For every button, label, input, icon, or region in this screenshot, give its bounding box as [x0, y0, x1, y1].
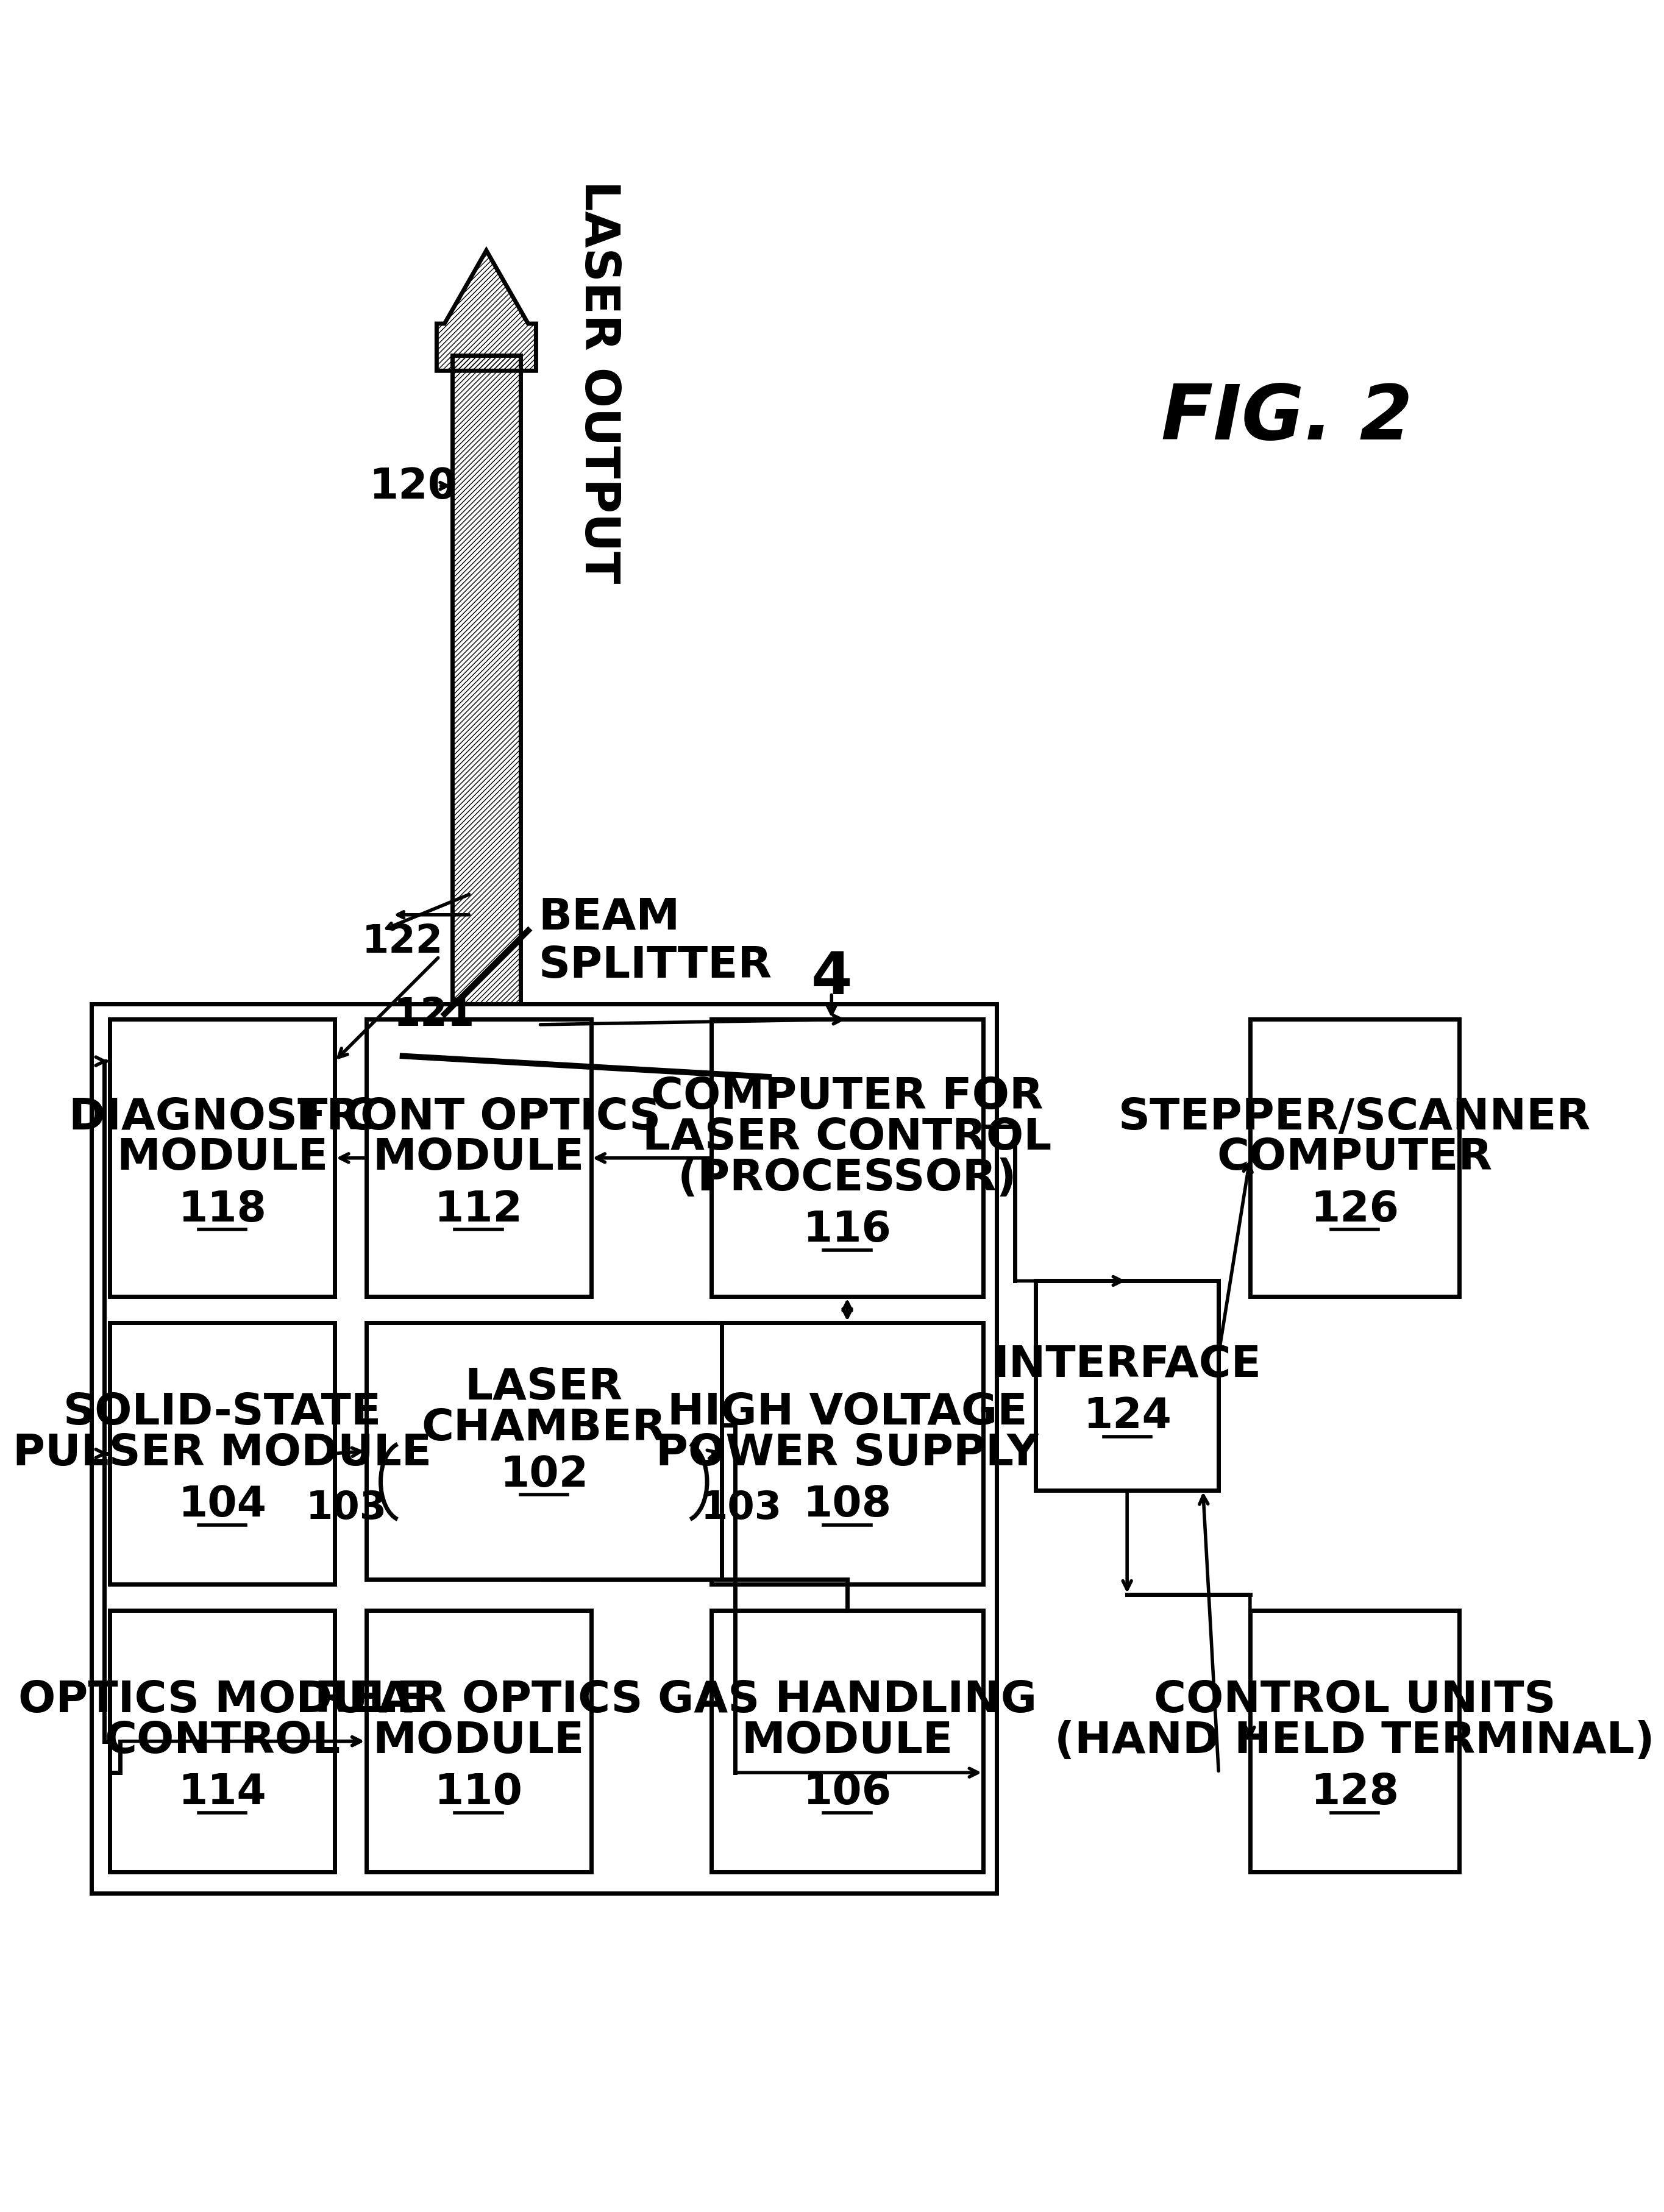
Text: 106: 106 [804, 1772, 892, 1812]
Text: OPTICS MODULE: OPTICS MODULE [18, 1679, 426, 1721]
Bar [711, 1323, 983, 1584]
Text: 104: 104 [178, 1484, 266, 1524]
Text: 116: 116 [804, 1210, 892, 1250]
Bar [366, 1323, 722, 1579]
Text: GAS HANDLING: GAS HANDLING [657, 1679, 1037, 1721]
Text: SOLID-STATE: SOLID-STATE [63, 1391, 381, 1433]
Text: 120: 120 [369, 467, 458, 507]
Text: POWER SUPPLY: POWER SUPPLY [656, 1431, 1038, 1473]
Bar [110, 1020, 334, 1296]
Text: CONTROL UNITS: CONTROL UNITS [1153, 1679, 1556, 1721]
Text: 103: 103 [701, 1489, 782, 1526]
Text: MODULE: MODULE [373, 1721, 584, 1763]
Bar [366, 1020, 591, 1296]
Text: 4: 4 [810, 949, 852, 1006]
Text: LASER: LASER [464, 1367, 622, 1409]
Text: MODULE: MODULE [116, 1137, 328, 1179]
Bar [110, 1610, 334, 1871]
Bar [1250, 1610, 1459, 1871]
Text: FRONT OPTICS: FRONT OPTICS [296, 1095, 661, 1137]
Text: CONTROL: CONTROL [105, 1721, 339, 1763]
Text: COMPUTER FOR: COMPUTER FOR [651, 1075, 1043, 1117]
Text: CHAMBER: CHAMBER [421, 1407, 666, 1449]
Text: MODULE: MODULE [373, 1137, 584, 1179]
Text: BEAM
SPLITTER: BEAM SPLITTER [539, 896, 772, 987]
Text: (PROCESSOR): (PROCESSOR) [677, 1157, 1017, 1199]
Bar [711, 1020, 983, 1296]
Bar [1035, 1281, 1218, 1491]
Text: 103: 103 [306, 1489, 388, 1526]
Text: (HAND HELD TERMINAL): (HAND HELD TERMINAL) [1055, 1721, 1654, 1763]
Text: 102: 102 [499, 1453, 587, 1495]
Text: 110: 110 [434, 1772, 522, 1812]
Bar [453, 356, 521, 1004]
Bar [92, 1004, 997, 1893]
Text: FIG. 2: FIG. 2 [1161, 380, 1413, 456]
Text: INTERFACE: INTERFACE [993, 1345, 1261, 1387]
Text: COMPUTER: COMPUTER [1216, 1137, 1493, 1179]
Bar [1250, 1020, 1459, 1296]
Text: 112: 112 [434, 1188, 522, 1230]
Text: MODULE: MODULE [742, 1721, 953, 1763]
Text: PULSER MODULE: PULSER MODULE [13, 1431, 431, 1473]
Text: DIAGNOSTIC: DIAGNOSTIC [68, 1095, 376, 1137]
Text: 128: 128 [1311, 1772, 1399, 1812]
Text: LASER OUTPUT: LASER OUTPUT [576, 179, 622, 584]
Bar [366, 1610, 591, 1871]
Text: 114: 114 [178, 1772, 266, 1812]
Text: 121: 121 [393, 995, 474, 1033]
Text: 124: 124 [1083, 1396, 1171, 1436]
Text: HIGH VOLTAGE: HIGH VOLTAGE [667, 1391, 1027, 1433]
Text: 118: 118 [178, 1188, 266, 1230]
Text: STEPPER/SCANNER: STEPPER/SCANNER [1118, 1095, 1591, 1137]
Text: 122: 122 [363, 922, 443, 960]
Bar [711, 1610, 983, 1871]
Text: LASER CONTROL: LASER CONTROL [642, 1117, 1052, 1159]
Text: REAR OPTICS: REAR OPTICS [314, 1679, 642, 1721]
Text: 126: 126 [1311, 1188, 1399, 1230]
Text: 108: 108 [804, 1484, 892, 1524]
Bar [110, 1323, 334, 1584]
